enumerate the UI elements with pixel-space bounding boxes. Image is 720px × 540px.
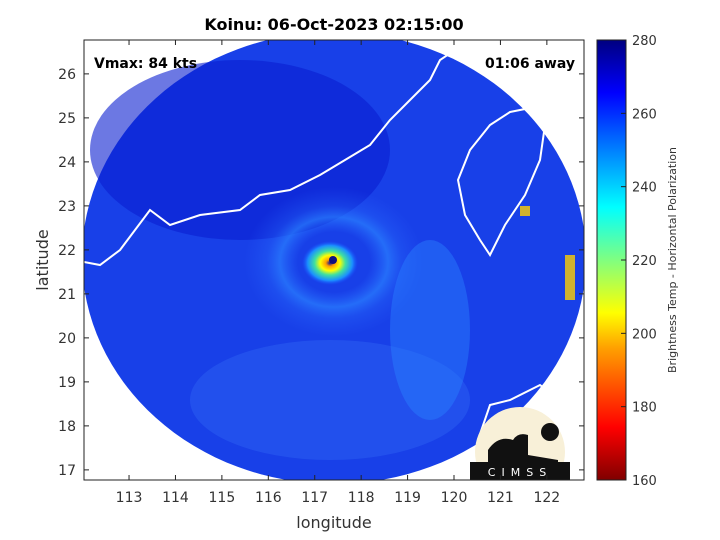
- colorbar-tick-label: 260: [632, 107, 657, 122]
- y-tick-label: 17: [58, 463, 76, 479]
- cimss-logo-text: CIMSS: [488, 466, 552, 479]
- satellite-imagery: CIMSS: [84, 40, 584, 480]
- y-tick-label: 19: [58, 375, 76, 391]
- vmax-label: Vmax: 84 kts: [94, 56, 197, 72]
- y-tick-label: 23: [58, 199, 76, 215]
- x-tick-label: 113: [116, 490, 143, 506]
- cimss-logo: CIMSS: [470, 407, 570, 480]
- y-tick-label: 22: [58, 243, 76, 259]
- x-tick-label: 121: [487, 490, 514, 506]
- colorbar-tick-label: 280: [632, 34, 657, 49]
- y-tick-label: 21: [58, 287, 76, 303]
- y-tick-label: 24: [58, 155, 76, 171]
- colorbar-tick-label: 240: [632, 181, 657, 196]
- colorbar-label: Brightness Temp - Horizontal Polarizatio…: [666, 147, 679, 373]
- x-axis-label: longitude: [296, 513, 371, 532]
- plot-title: Koinu: 06-Oct-2023 02:15:00: [204, 15, 463, 34]
- coastline-china: [84, 40, 466, 267]
- x-tick-label: 114: [162, 490, 189, 506]
- x-tick-label: 118: [348, 490, 375, 506]
- colorbar-tick-label: 200: [632, 327, 657, 342]
- x-tick-label: 115: [209, 490, 236, 506]
- x-tick-label: 116: [255, 490, 282, 506]
- x-tick-label: 122: [533, 490, 560, 506]
- x-tick-label: 117: [301, 490, 328, 506]
- y-tick-label: 25: [58, 111, 76, 127]
- colorbar-tick-label: 180: [632, 401, 657, 416]
- coastline-taiwan: [456, 106, 547, 257]
- y-axis-label: latitude: [33, 229, 52, 290]
- colorbar-tick-label: 160: [632, 474, 657, 489]
- y-tick-label: 18: [58, 419, 76, 435]
- x-ticks: 113 114 115 116 117 118 119 120 121 122: [116, 40, 560, 506]
- x-tick-label: 120: [441, 490, 468, 506]
- colorbar-tick-label: 220: [632, 254, 657, 269]
- axes-frame: [83, 39, 585, 481]
- y-tick-label: 20: [58, 331, 76, 347]
- colorbar-ticks: 280 260 240 220 200 180 160: [621, 34, 657, 489]
- x-tick-label: 119: [394, 490, 421, 506]
- time-away-label: 01:06 away: [485, 56, 575, 72]
- y-ticks: 26 25 24 23 22 21 20 19 18 17: [58, 67, 584, 479]
- y-tick-label: 26: [58, 67, 76, 83]
